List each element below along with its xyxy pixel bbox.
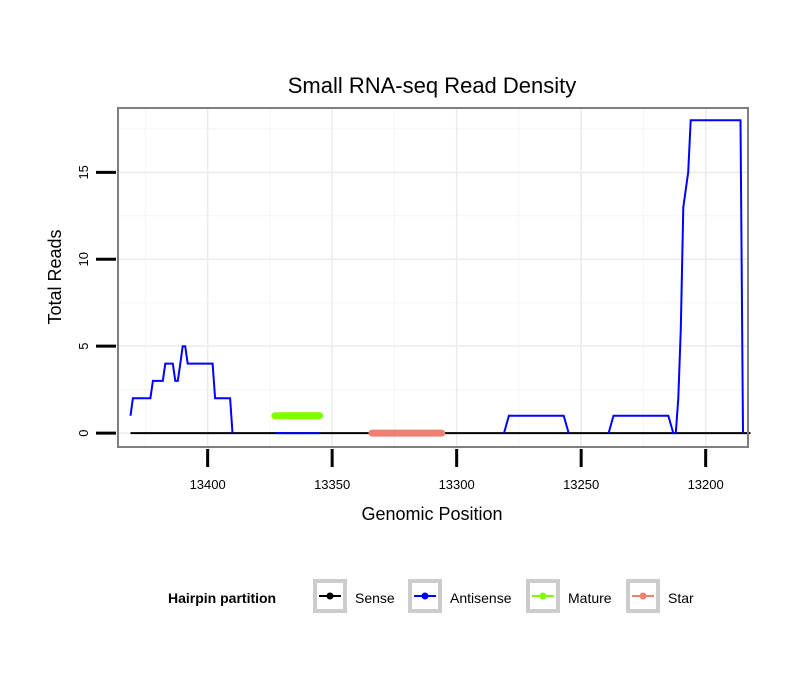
legend-label: Star [668, 590, 694, 606]
y-tick-label: 5 [76, 343, 91, 350]
y-tick-label: 0 [76, 429, 91, 436]
series-line-antisense-4 [607, 119, 744, 435]
x-axis: 13400 13350 13300 13250 13200 [190, 449, 724, 492]
x-tick-label: 13350 [314, 477, 350, 492]
y-tick-label: 15 [76, 165, 91, 179]
legend-item-star: Star [626, 579, 694, 613]
legend-label: Mature [568, 590, 612, 606]
legend-key-point [639, 592, 647, 600]
legend-item-antisense: Antisense [408, 579, 512, 613]
series-layer [129, 119, 751, 437]
legend-key-point [421, 592, 429, 600]
plot-panel [118, 108, 748, 447]
legend-item-mature: Mature [526, 579, 612, 613]
panel-border-rect [117, 107, 749, 448]
legend-key-point [326, 592, 334, 600]
x-axis-title: Genomic Position [361, 504, 502, 524]
legend-label: Antisense [450, 590, 512, 606]
legend-label: Sense [355, 590, 395, 606]
plot-border [117, 107, 749, 448]
x-tick-label: 13250 [563, 477, 599, 492]
y-tick-label: 10 [76, 252, 91, 266]
legend-title: Hairpin partition [168, 590, 276, 606]
panel-background [118, 108, 748, 447]
legend-key-point [539, 592, 547, 600]
series-line-antisense-1 [129, 345, 234, 434]
y-axis-title: Total Reads [45, 229, 65, 324]
legend: Hairpin partition Sense Antisense Mature St… [168, 579, 694, 613]
chart-title: Small RNA-seq Read Density [288, 73, 577, 98]
x-tick-label: 13400 [190, 477, 226, 492]
x-tick-label: 13200 [688, 477, 724, 492]
y-axis: 0 5 10 15 [76, 165, 116, 437]
series-line-antisense-3 [503, 414, 570, 434]
grid [118, 108, 748, 447]
legend-item-sense: Sense [313, 579, 395, 613]
x-tick-label: 13300 [439, 477, 475, 492]
